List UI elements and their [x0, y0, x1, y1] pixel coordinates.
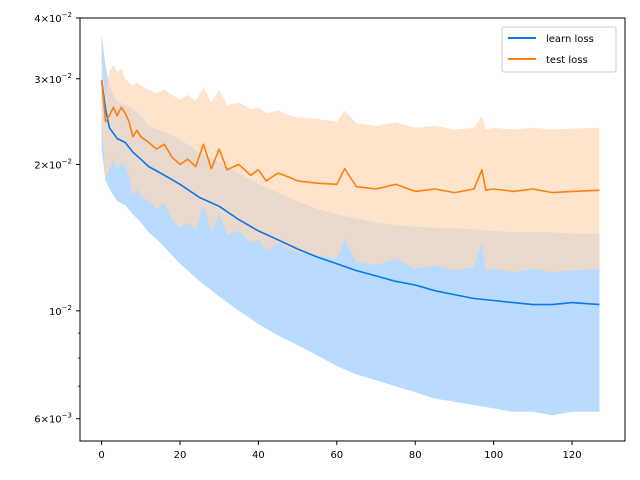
legend-label-test-loss: test loss — [546, 55, 588, 66]
x-axis: 0 20 40 60 80 100 120 — [98, 441, 582, 461]
legend-label-learn-loss: learn loss — [546, 34, 594, 45]
y-tick-label: 10−2 — [49, 304, 72, 318]
y-tick-label: 4×10−2 — [34, 11, 72, 25]
x-tick-label: 40 — [252, 450, 265, 461]
y-axis: 6×10−3 10−2 2×10−2 3×10−2 4×10−2 — [34, 11, 80, 426]
legend: learn loss test loss — [501, 26, 617, 73]
confidence-bands — [101, 34, 600, 416]
y-tick-label: 3×10−2 — [34, 72, 72, 86]
y-tick-label: 2×10−2 — [34, 157, 72, 171]
x-tick-label: 0 — [98, 450, 104, 461]
x-tick-label: 60 — [330, 450, 343, 461]
line-test-loss — [100, 80, 600, 194]
x-tick-label: 80 — [409, 450, 422, 461]
band-test-loss — [101, 58, 600, 273]
x-tick-label: 100 — [484, 450, 503, 461]
series-lines — [100, 80, 600, 306]
line-learn-loss — [100, 80, 600, 306]
x-tick-label: 20 — [174, 450, 187, 461]
plot-frame — [79, 17, 626, 442]
y-tick-label: 6×10−3 — [34, 412, 72, 426]
x-tick-label: 120 — [563, 450, 582, 461]
